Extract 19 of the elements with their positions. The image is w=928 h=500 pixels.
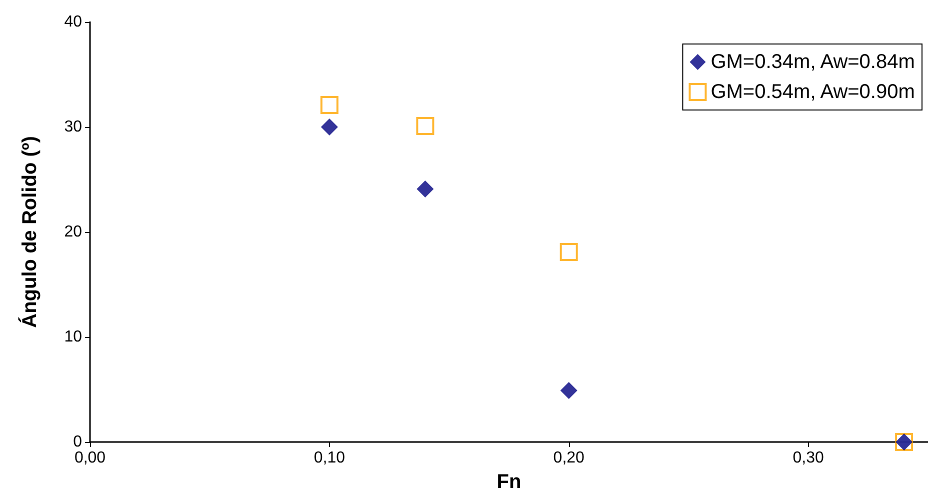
point	[560, 382, 578, 400]
legend-label: GM=0.54m, Aw=0.90m	[710, 81, 915, 103]
x-tick-label: 0,00	[74, 450, 106, 466]
point	[320, 96, 338, 114]
point	[416, 116, 434, 135]
x-tick-label: 0,20	[553, 450, 585, 466]
point	[320, 118, 338, 136]
y-tick-label: 10	[64, 328, 82, 346]
y-tick-label: 0	[73, 434, 82, 450]
y-tick-label: 20	[64, 224, 82, 240]
point	[416, 180, 434, 198]
y-tick-label: 30	[64, 118, 82, 136]
y-axis-title: Ángulo de Rolido (º)	[18, 136, 41, 328]
x-tick-label: 0,30	[792, 450, 824, 466]
point	[560, 242, 578, 261]
x-axis-title: Fn	[496, 471, 522, 493]
x-tick-label: 0,10	[314, 450, 346, 466]
legend-label: GM=0.34m, Aw=0.84m	[710, 51, 915, 73]
y-tick-label: 40	[64, 14, 82, 30]
